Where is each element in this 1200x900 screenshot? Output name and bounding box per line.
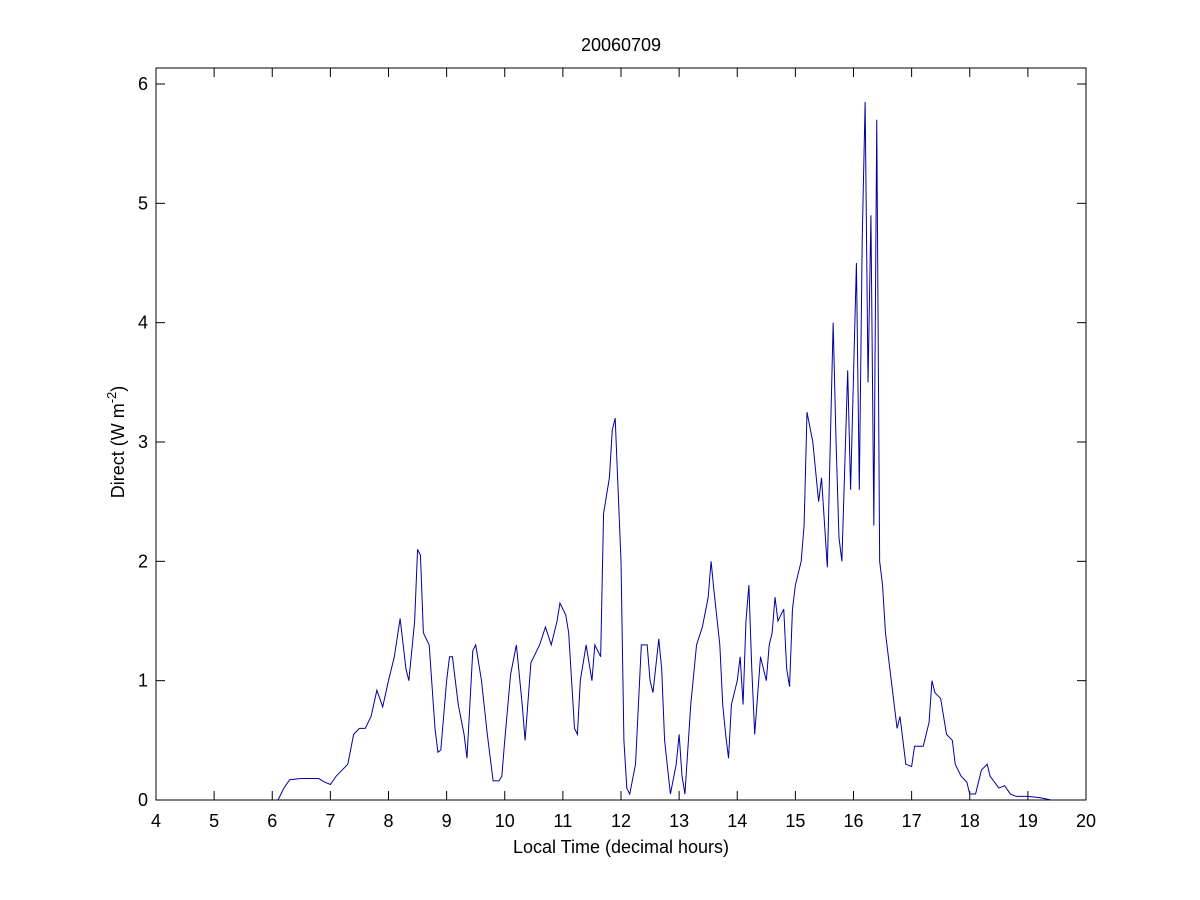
x-tick-label: 13 xyxy=(669,811,689,831)
x-tick-label: 5 xyxy=(209,811,219,831)
x-tick-label: 7 xyxy=(325,811,335,831)
x-tick-label: 18 xyxy=(960,811,980,831)
chart-title: 20060709 xyxy=(581,35,661,55)
y-tick-label: 5 xyxy=(138,193,148,213)
x-tick-label: 12 xyxy=(611,811,631,831)
x-tick-label: 16 xyxy=(843,811,863,831)
y-tick-label: 4 xyxy=(138,313,148,333)
data-line xyxy=(277,101,1052,801)
y-tick-label: 3 xyxy=(138,432,148,452)
x-tick-label: 4 xyxy=(151,811,161,831)
x-tick-label: 17 xyxy=(902,811,922,831)
x-tick-label: 9 xyxy=(442,811,452,831)
x-tick-label: 11 xyxy=(554,811,573,831)
y-tick-label: 2 xyxy=(138,551,148,571)
x-axis-label: Local Time (decimal hours) xyxy=(513,837,729,857)
y-tick-label: 1 xyxy=(138,671,148,691)
y-axis-label: Direct (W m-2) xyxy=(104,386,128,499)
y-label-end: ) xyxy=(108,386,128,392)
x-tick-label: 20 xyxy=(1076,811,1096,831)
x-tick-label: 10 xyxy=(495,811,515,831)
x-tick-label: 6 xyxy=(267,811,277,831)
y-label-main: Direct (W m xyxy=(108,403,128,498)
y-tick-label: 0 xyxy=(138,790,148,810)
x-tick-label: 8 xyxy=(383,811,393,831)
x-tick-label: 15 xyxy=(785,811,805,831)
y-label-sup: -2 xyxy=(104,392,119,404)
x-tick-label: 19 xyxy=(1018,811,1038,831)
x-tick-label: 14 xyxy=(727,811,747,831)
y-tick-label: 6 xyxy=(138,74,148,94)
